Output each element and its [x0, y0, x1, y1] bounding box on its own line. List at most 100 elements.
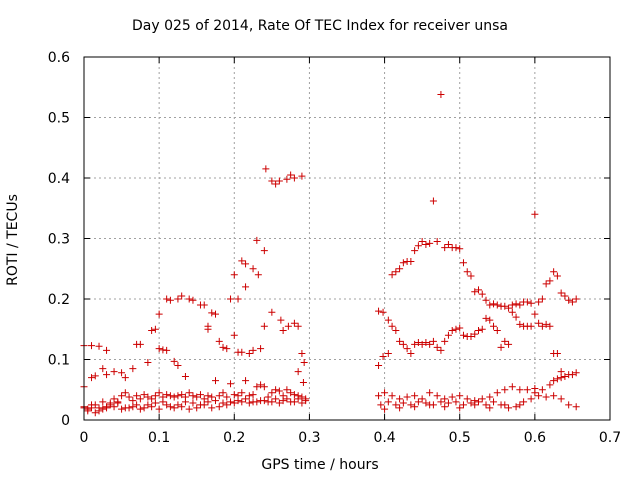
data-point: [148, 326, 156, 334]
data-point: [140, 404, 148, 412]
data-point: [561, 292, 569, 300]
data-point: [298, 399, 306, 407]
data-point: [384, 316, 392, 324]
data-point: [478, 325, 486, 333]
data-point: [181, 398, 189, 406]
data-point: [396, 337, 404, 345]
data-point: [414, 398, 422, 406]
data-point: [208, 309, 216, 317]
data-point: [294, 368, 302, 376]
data-point: [542, 320, 550, 328]
data-point: [535, 319, 543, 327]
data-point: [148, 395, 156, 403]
data-point: [486, 316, 494, 324]
data-point: [516, 401, 524, 409]
data-point: [151, 325, 159, 333]
data-point: [493, 389, 501, 397]
data-point: [512, 403, 520, 411]
data-point: [441, 337, 449, 345]
data-point: [411, 247, 419, 255]
data-point: [531, 310, 539, 318]
data-point: [505, 404, 513, 412]
axis-ticks: 0 0.1 0.2 0.3 0.4 0.5 0.6 0.7 0 0.1 0.2 0.3 0.4 0.5 0.…: [48, 50, 621, 446]
data-point: [392, 268, 400, 276]
data-point: [189, 392, 197, 400]
x-tick-label: 0.7: [599, 430, 621, 446]
data-point: [268, 389, 276, 397]
data-point: [490, 300, 498, 308]
data-point: [565, 401, 573, 409]
data-point: [467, 399, 475, 407]
x-tick-label: 0.1: [148, 430, 170, 446]
data-point: [219, 399, 227, 407]
data-point: [298, 349, 306, 357]
data-point: [538, 386, 546, 394]
data-point: [290, 391, 298, 399]
data-point: [456, 245, 464, 253]
data-point: [189, 399, 197, 407]
x-tick-label: 0.3: [298, 430, 320, 446]
data-point: [501, 337, 509, 345]
data-point: [302, 397, 310, 405]
data-point: [459, 401, 467, 409]
data-point: [91, 409, 99, 417]
data-point: [418, 238, 426, 246]
data-point: [287, 389, 295, 397]
data-point: [215, 403, 223, 411]
data-point: [546, 277, 554, 285]
data-point: [178, 391, 186, 399]
data-point: [448, 326, 456, 334]
grid-lines: [84, 57, 610, 420]
data-point: [223, 345, 231, 353]
data-point: [155, 405, 163, 413]
data-point: [565, 296, 573, 304]
data-point: [238, 257, 246, 265]
data-point: [178, 292, 186, 300]
data-point: [272, 395, 280, 403]
data-point: [437, 346, 445, 354]
data-point: [444, 241, 452, 249]
data-point: [230, 271, 238, 279]
data-point: [557, 374, 565, 382]
data-point: [140, 391, 148, 399]
data-point: [136, 405, 144, 413]
data-point: [523, 386, 531, 394]
data-point: [505, 340, 513, 348]
data-point: [520, 398, 528, 406]
data-point: [238, 389, 246, 397]
data-point: [550, 377, 558, 385]
data-point: [279, 397, 287, 405]
data-point: [396, 395, 404, 403]
data-point: [535, 392, 543, 400]
data-point: [204, 398, 212, 406]
data-point: [166, 296, 174, 304]
data-point: [471, 288, 479, 296]
data-point: [99, 405, 107, 413]
data-point: [275, 177, 283, 185]
data-point: [572, 403, 580, 411]
data-point: [272, 180, 280, 188]
data-point: [516, 386, 524, 394]
data-point: [200, 301, 208, 309]
data-point: [508, 301, 516, 309]
data-point: [121, 389, 129, 397]
data-point: [456, 324, 464, 332]
data-point: [538, 295, 546, 303]
y-tick-label: 0.6: [48, 50, 70, 66]
data-point: [163, 391, 171, 399]
data-point: [110, 403, 118, 411]
data-point: [399, 399, 407, 407]
data-point: [482, 401, 490, 409]
data-point: [300, 359, 308, 367]
data-point: [546, 381, 554, 389]
data-point: [219, 343, 227, 351]
data-point: [452, 398, 460, 406]
data-point: [459, 331, 467, 339]
data-point: [516, 320, 524, 328]
data-point: [84, 407, 92, 415]
data-point: [283, 395, 291, 403]
data-point: [227, 398, 235, 406]
data-point: [275, 399, 283, 407]
data-point: [441, 244, 449, 252]
data-point: [557, 289, 565, 297]
